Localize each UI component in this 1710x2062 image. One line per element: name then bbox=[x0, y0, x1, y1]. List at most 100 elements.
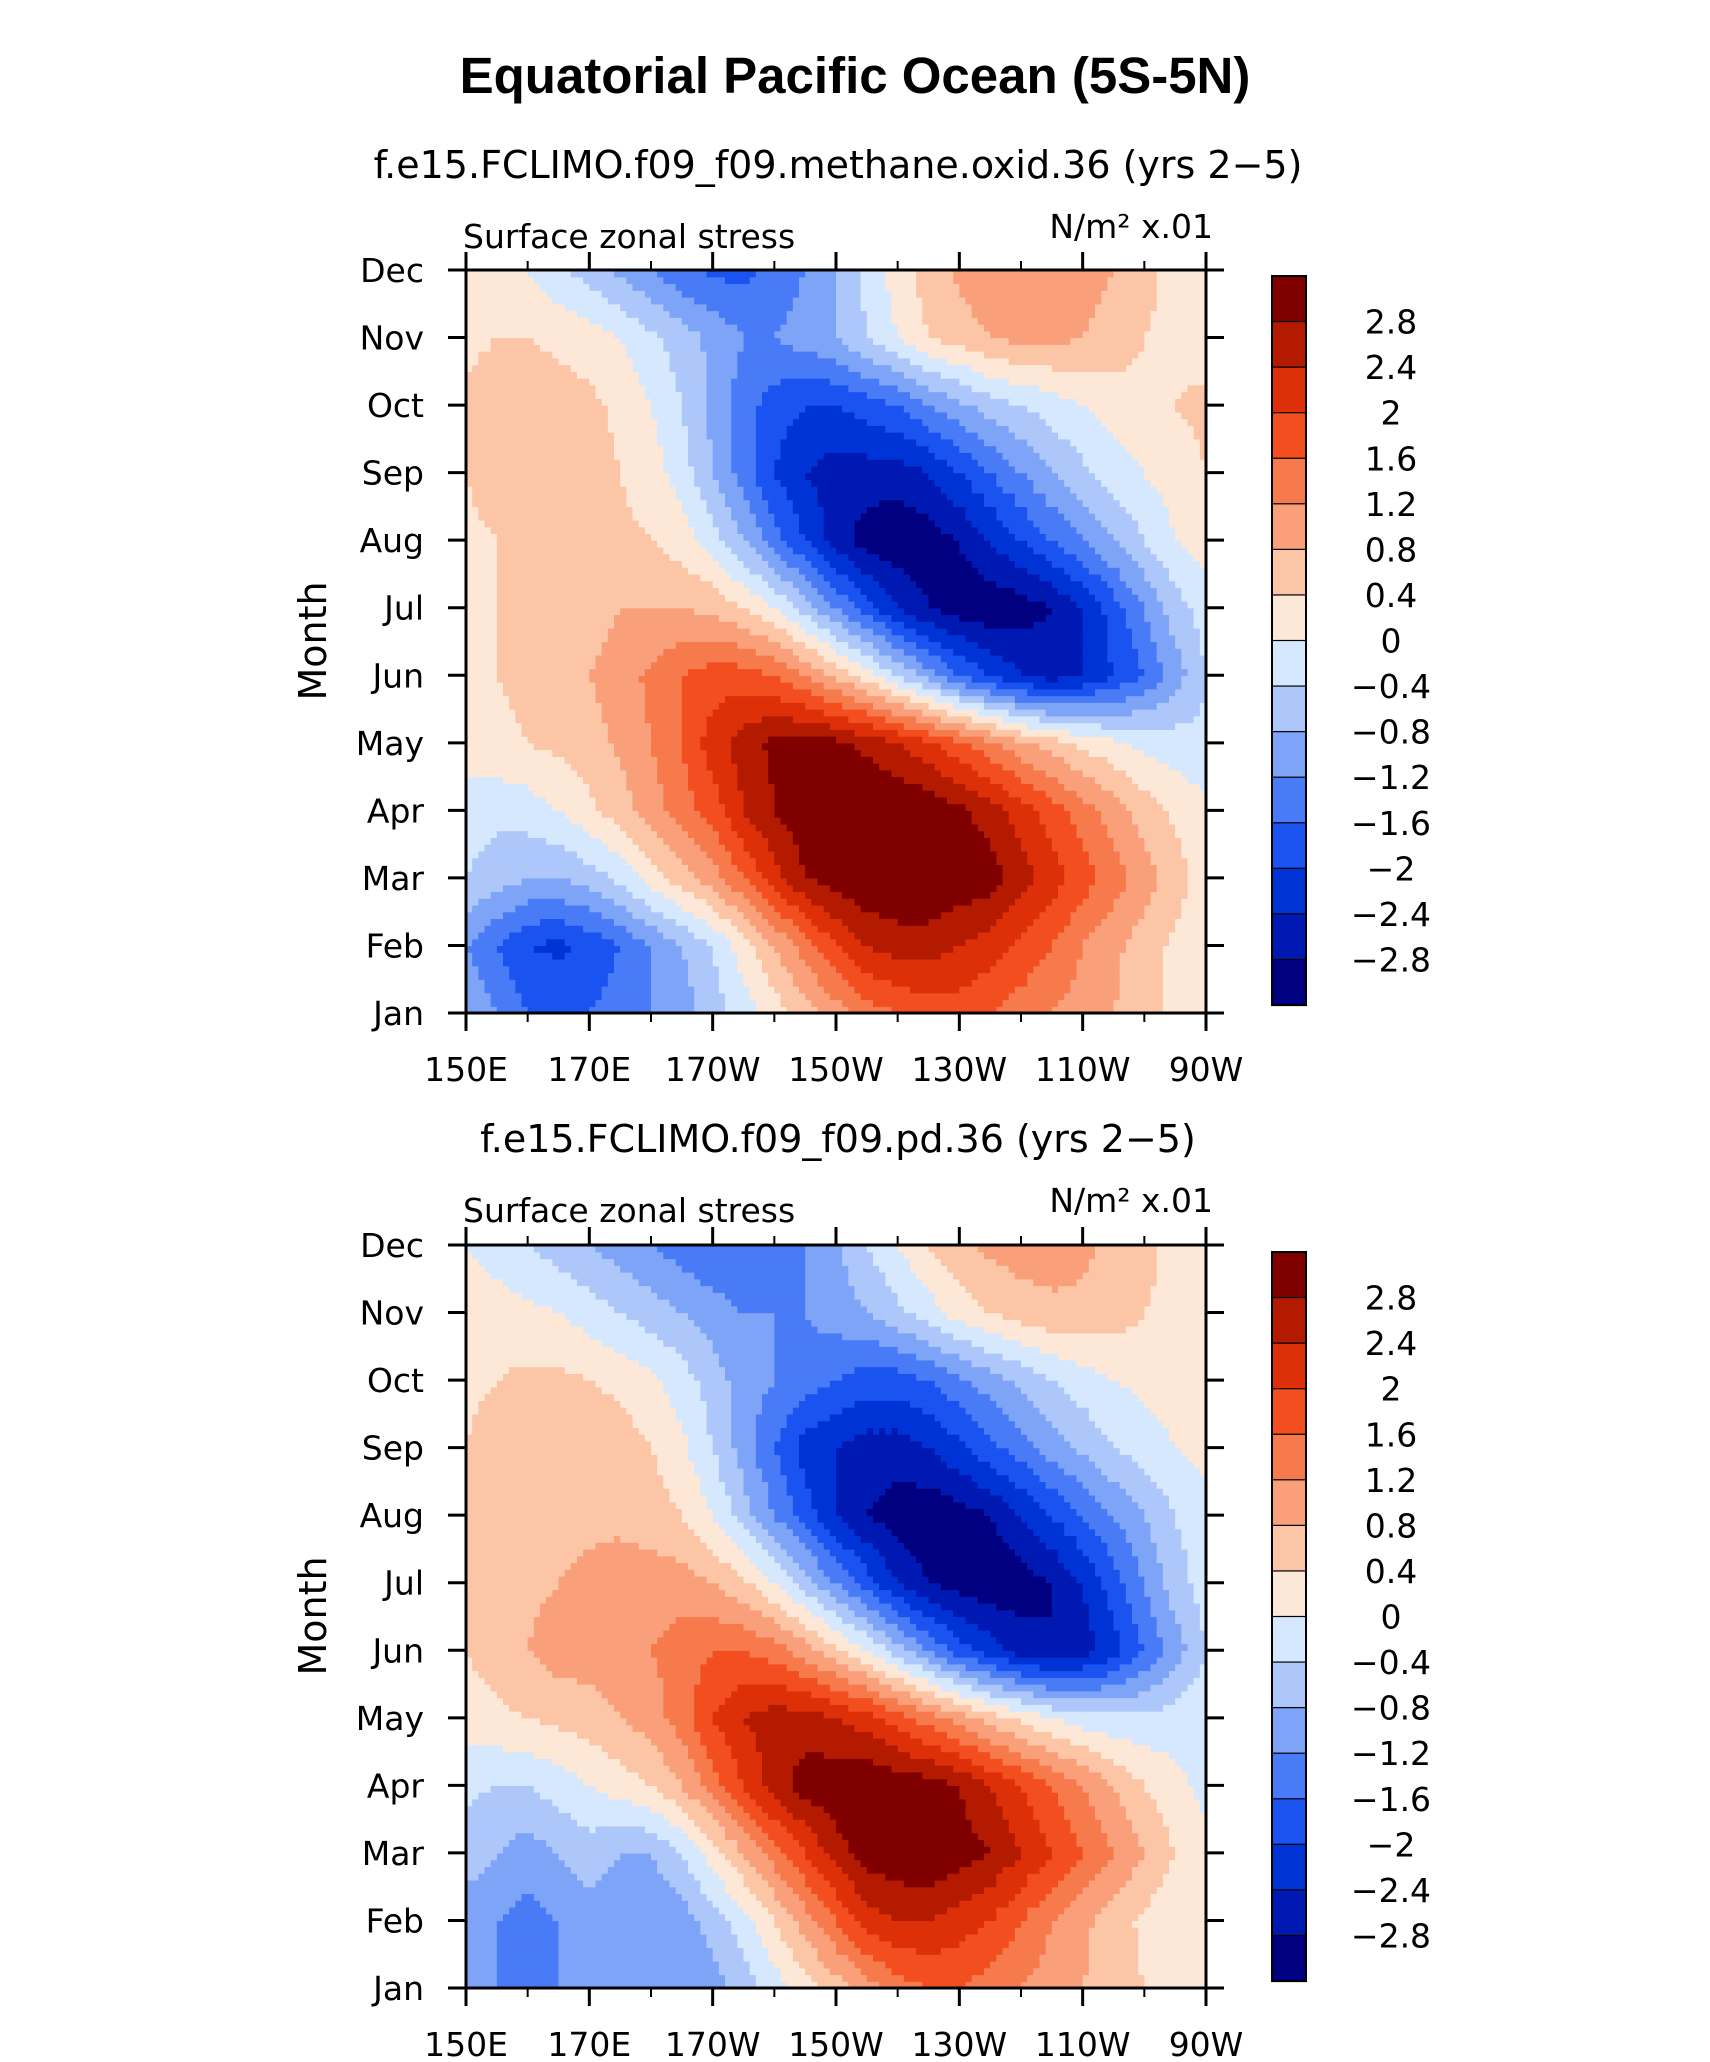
contour-cell bbox=[854, 1548, 880, 1557]
contour-cell bbox=[718, 1474, 745, 1482]
contour-cell bbox=[558, 1947, 714, 1955]
contour-cell bbox=[725, 999, 757, 1007]
contour-cell bbox=[737, 526, 763, 535]
contour-cell bbox=[805, 1879, 831, 1888]
contour-cell bbox=[897, 600, 930, 609]
contour-cell bbox=[755, 1440, 775, 1449]
contour-cell bbox=[940, 1684, 973, 1692]
contour-cell bbox=[879, 499, 905, 507]
contour-cell bbox=[1162, 803, 1207, 811]
contour-cell bbox=[768, 877, 788, 886]
contour-cell bbox=[842, 688, 868, 697]
contour-cell bbox=[879, 1582, 905, 1591]
contour-cell bbox=[1144, 607, 1164, 616]
contour-cell bbox=[774, 803, 967, 811]
contour-cell bbox=[1175, 398, 1207, 406]
contour-cell bbox=[595, 1825, 646, 1834]
contour-cell bbox=[620, 1711, 664, 1719]
contour-cell bbox=[1076, 526, 1108, 535]
contour-cell bbox=[971, 1684, 1004, 1692]
contour-cell bbox=[774, 783, 923, 791]
contour-cell bbox=[953, 668, 985, 676]
contour-cell bbox=[1082, 1852, 1115, 1861]
contour-cell bbox=[700, 486, 720, 494]
contour-cell bbox=[1175, 580, 1207, 589]
contour-cell bbox=[953, 438, 985, 447]
contour-cell bbox=[743, 344, 794, 352]
contour-cell bbox=[762, 1933, 782, 1942]
contour-cell bbox=[953, 533, 985, 541]
contour-cell bbox=[965, 297, 1102, 305]
contour-cell bbox=[792, 837, 991, 845]
contour-cell bbox=[1076, 1893, 1115, 1901]
contour-cell bbox=[718, 864, 738, 872]
contour-cell bbox=[1064, 1528, 1096, 1537]
contour-cell bbox=[879, 1690, 911, 1699]
contour-cell bbox=[466, 391, 597, 399]
contour-cell bbox=[1144, 1575, 1164, 1584]
contour-cell bbox=[792, 1508, 819, 1516]
contour-cell bbox=[1144, 1778, 1189, 1786]
contour-cell bbox=[977, 459, 1010, 467]
contour-cell bbox=[644, 715, 683, 724]
contour-cell bbox=[873, 702, 905, 710]
contour-cell bbox=[866, 1508, 985, 1516]
contour-cell bbox=[823, 709, 868, 717]
contour-cell bbox=[916, 641, 942, 649]
contour-cell bbox=[688, 925, 714, 933]
contour-cell bbox=[706, 425, 732, 433]
contour-cell bbox=[1058, 472, 1096, 480]
contour-cell bbox=[1076, 823, 1108, 832]
contour-cell bbox=[466, 1434, 646, 1442]
contour-cell bbox=[965, 553, 1010, 562]
contour-cell bbox=[965, 1724, 997, 1732]
contour-cell bbox=[731, 1427, 757, 1435]
contour-cell bbox=[866, 506, 917, 514]
contour-cell bbox=[484, 844, 566, 852]
contour-cell bbox=[1014, 499, 1047, 507]
contour-cell bbox=[959, 546, 997, 555]
contour-cell bbox=[1070, 1900, 1108, 1908]
contour-cell bbox=[466, 567, 498, 575]
contour-cell bbox=[971, 742, 1004, 751]
contour-cell bbox=[651, 1440, 689, 1449]
contour-cell bbox=[774, 1515, 800, 1523]
contour-cell bbox=[651, 1643, 788, 1651]
contour-cell bbox=[1064, 783, 1102, 791]
contour-cell bbox=[1088, 1744, 1152, 1753]
contour-cell bbox=[1051, 1927, 1090, 1935]
contour-cell bbox=[965, 938, 1016, 947]
contour-cell bbox=[688, 783, 720, 791]
contour-cell bbox=[817, 1832, 843, 1840]
contour-cell bbox=[1175, 1508, 1207, 1516]
contour-cell bbox=[990, 688, 1028, 697]
contour-cell bbox=[799, 607, 819, 616]
contour-cell bbox=[836, 1609, 856, 1618]
contour-cell bbox=[496, 594, 726, 602]
contour-cell bbox=[922, 1569, 1034, 1577]
contour-cell bbox=[971, 519, 1004, 528]
contour-cell bbox=[984, 668, 1022, 676]
contour-cell bbox=[1169, 519, 1207, 528]
contour-cell bbox=[1113, 844, 1145, 852]
contour-cell bbox=[780, 1427, 806, 1435]
contour-cell bbox=[712, 445, 732, 453]
contour-cell bbox=[1008, 378, 1207, 386]
contour-cell bbox=[737, 1846, 763, 1854]
contour-cell bbox=[466, 445, 615, 453]
contour-cell bbox=[644, 290, 683, 298]
contour-cell bbox=[934, 1670, 960, 1678]
contour-cell bbox=[873, 972, 979, 980]
contour-cell bbox=[466, 1805, 560, 1813]
contour-cell bbox=[1082, 533, 1115, 541]
contour-cell bbox=[694, 1711, 714, 1719]
contour-cell bbox=[1088, 540, 1121, 548]
contour-cell bbox=[1051, 898, 1084, 906]
contour-cell bbox=[1150, 317, 1207, 325]
contour-cell bbox=[466, 1285, 510, 1293]
contour-cell bbox=[688, 958, 714, 967]
contour-cell bbox=[1064, 992, 1121, 1001]
contour-cell bbox=[780, 1974, 812, 1982]
colorbar-box bbox=[1271, 776, 1307, 824]
contour-cell bbox=[540, 1717, 627, 1726]
